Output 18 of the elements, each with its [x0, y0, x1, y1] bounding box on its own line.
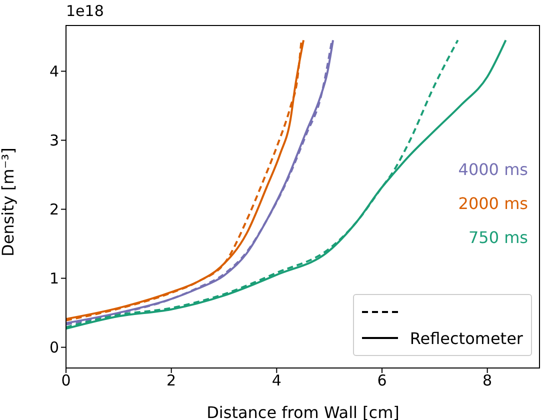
y-tick-label: 2 [49, 200, 59, 219]
x-tick-label: 8 [482, 372, 492, 390]
text: 750 ms [467, 227, 528, 249]
y-tick-label: 1 [49, 270, 59, 288]
x-axis-title: Distance from Wall [cm] [206, 403, 400, 420]
y-axis-title: Density [m⁻³] [0, 148, 18, 256]
y-tick-label: 3 [49, 132, 59, 150]
text: 1e18 [66, 2, 104, 20]
annotation: Reflectometer [410, 328, 523, 348]
x-tick-label: 4 [272, 372, 282, 390]
x-tick-label: 0 [61, 372, 71, 390]
text: 4000 ms [458, 159, 528, 181]
y-tick-label: 4 [49, 62, 59, 81]
y-tick-label: 0 [49, 338, 59, 357]
legend-frame: Reflectometer [352, 294, 532, 356]
x-tick-label: 2 [166, 372, 176, 390]
x-tick-label: 6 [377, 372, 387, 390]
text: 2000 ms [458, 193, 528, 215]
